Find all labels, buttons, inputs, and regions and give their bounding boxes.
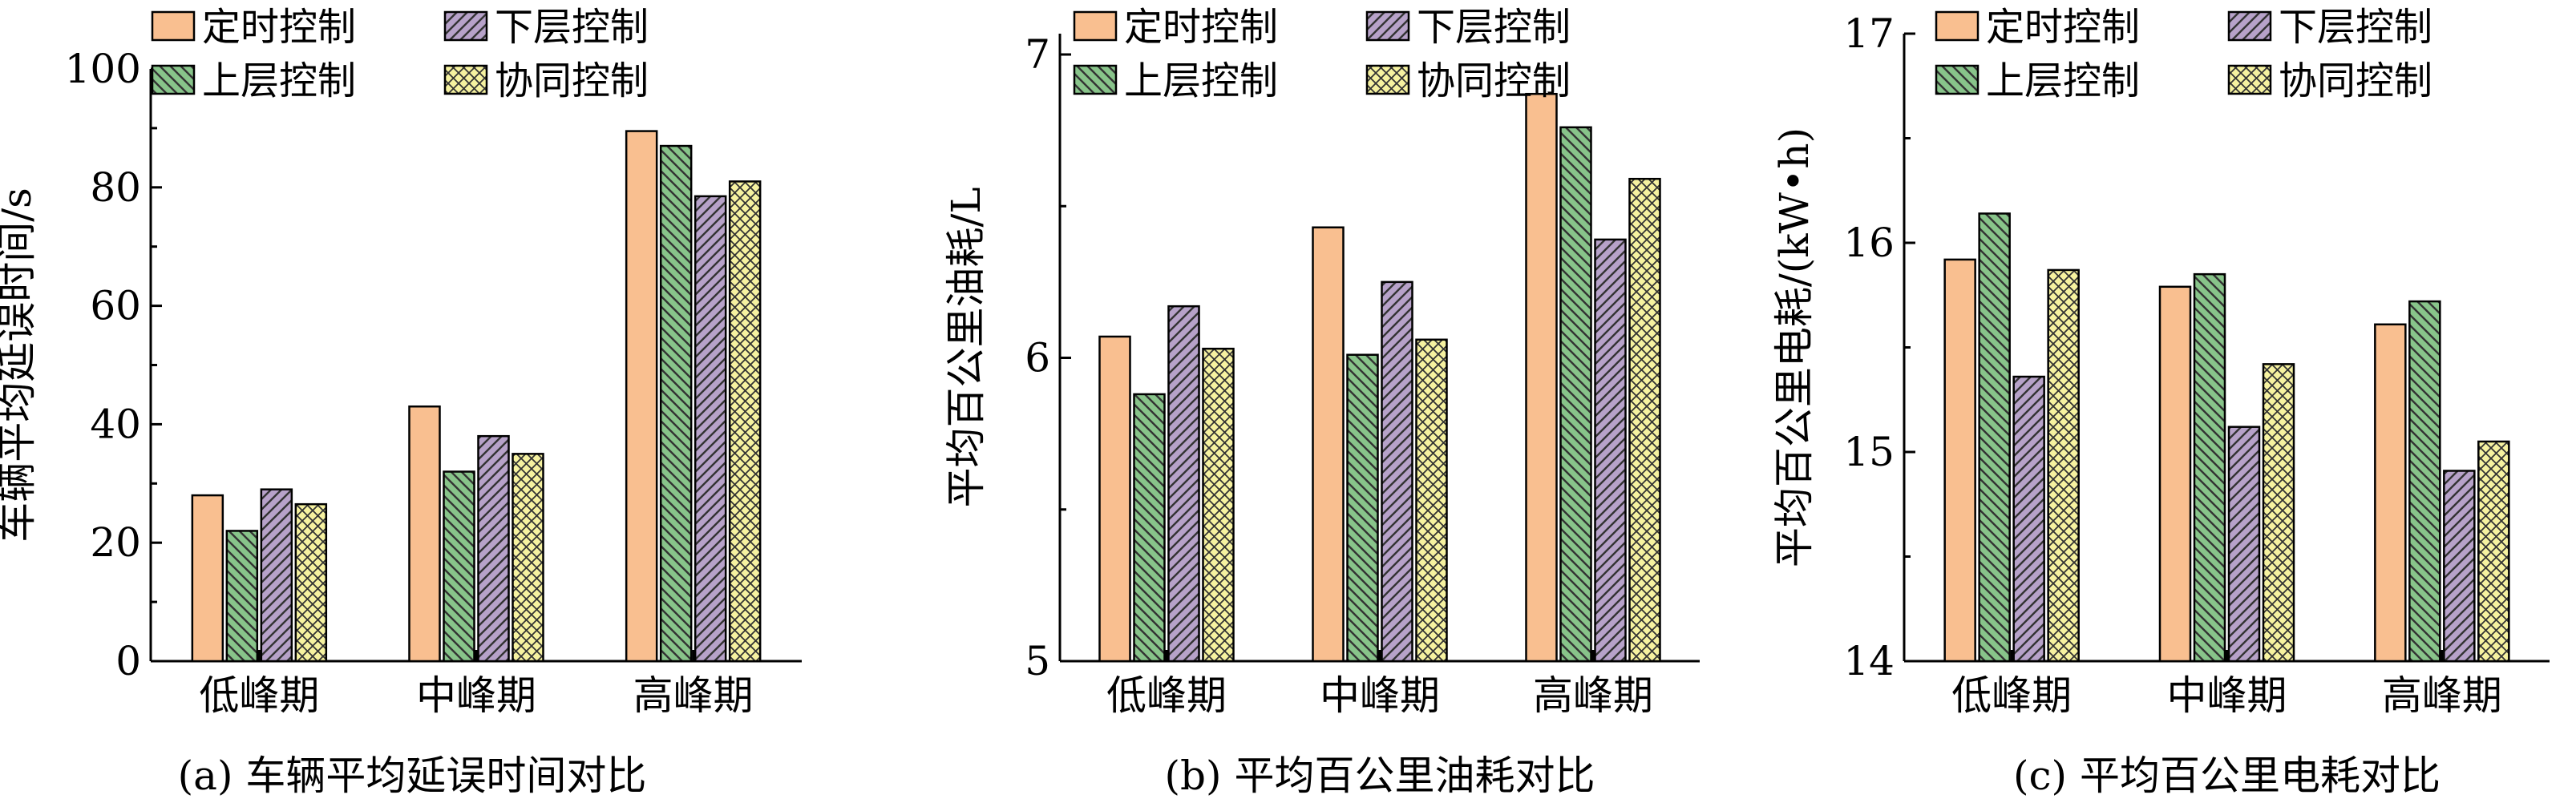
bar-定时控制-中峰期 [2158, 285, 2192, 663]
x-tick-label: 低峰期 [1951, 672, 2072, 719]
bar-定时控制-高峰期 [625, 130, 658, 663]
x-tick-label: 中峰期 [1320, 672, 1440, 719]
bar-上层控制-高峰期 [2408, 300, 2441, 663]
legend-swatch [151, 64, 196, 95]
bar-定时控制-高峰期 [2374, 323, 2407, 663]
y-tick-label: 0 [115, 638, 141, 684]
y-tick-label: 80 [90, 164, 141, 211]
bar-协同控制-低峰期 [294, 502, 328, 663]
chart-panel-2: 5 6 7 平均百公里油耗/L 低峰期 中峰期 高峰期 (b) 平均百公里油耗对比 定时控制 下层… [943, 5, 1700, 799]
bar-定时控制-高峰期 [1525, 92, 1558, 663]
legend-swatch [1935, 10, 1980, 42]
legend-label: 上层控制 [1124, 59, 1278, 103]
bar-定时控制-中峰期 [1312, 226, 1345, 663]
legend-swatch [151, 10, 196, 42]
bar-定时控制-中峰期 [408, 405, 441, 663]
x-tick-label: 中峰期 [416, 672, 536, 719]
legend-label: 上层控制 [202, 59, 356, 103]
y-tick-label: 5 [1025, 638, 1050, 684]
legend-label: 协同控制 [2279, 59, 2432, 103]
bar-定时控制-低峰期 [1098, 335, 1131, 663]
y-tick-label: 60 [90, 283, 141, 329]
bar-协同控制-中峰期 [512, 453, 544, 663]
x-tick-label: 高峰期 [2382, 672, 2502, 719]
bar-协同控制-高峰期 [728, 180, 762, 663]
y-axis-label: 平均百公里电耗/(kW•h) [1771, 127, 1818, 567]
y-tick-label: 14 [1843, 638, 1895, 684]
bar-下层控制-低峰期 [1167, 305, 1200, 663]
legend-label: 上层控制 [1986, 59, 2140, 103]
legend-swatch [443, 10, 488, 42]
y-tick-label: 6 [1025, 335, 1050, 381]
legend-label: 定时控制 [1124, 5, 1278, 50]
legend-label: 下层控制 [495, 5, 649, 50]
legend-swatch [1365, 10, 1410, 42]
y-tick-label: 7 [1025, 31, 1050, 78]
bar-上层控制-中峰期 [1346, 353, 1379, 663]
bar-协同控制-中峰期 [1415, 338, 1448, 663]
bar-下层控制-中峰期 [2227, 426, 2261, 663]
y-tick-label: 17 [1843, 10, 1895, 57]
bar-下层控制-低峰期 [2012, 375, 2045, 663]
legend-label: 定时控制 [202, 5, 356, 50]
bar-上层控制-低峰期 [1978, 212, 2011, 663]
bar-下层控制-高峰期 [694, 195, 727, 663]
legend-swatch [2227, 64, 2272, 95]
bar-下层控制-中峰期 [477, 434, 510, 663]
legend-label: 协同控制 [495, 59, 649, 103]
legend-label: 定时控制 [1986, 5, 2140, 50]
bar-上层控制-低峰期 [1133, 393, 1166, 663]
chart-panel-3: 14 15 16 17 平均百公里电耗/(kW•h) 低峰期 中峰期 高峰期 (c) 平均百公里… [1771, 5, 2550, 799]
x-tick-label: 低峰期 [1106, 672, 1227, 719]
legend-swatch [1073, 10, 1118, 42]
bar-协同控制-低峰期 [1202, 347, 1235, 663]
bar-定时控制-低峰期 [1943, 258, 1976, 663]
bar-上层控制-高峰期 [659, 144, 693, 663]
y-tick-label: 15 [1843, 429, 1895, 475]
x-tick-label: 中峰期 [2167, 672, 2287, 719]
legend-label: 下层控制 [2279, 5, 2432, 50]
bar-协同控制-高峰期 [1628, 177, 1661, 663]
y-tick-label: 40 [90, 401, 141, 447]
legend-swatch [1073, 64, 1118, 95]
y-tick-label: 20 [90, 519, 141, 566]
bar-上层控制-低峰期 [225, 530, 259, 663]
x-tick-label: 低峰期 [199, 672, 319, 719]
bar-下层控制-高峰期 [1594, 238, 1627, 663]
bar-上层控制-中峰期 [2193, 272, 2226, 663]
legend-swatch [2227, 10, 2272, 42]
chart-caption: (a) 车辆平均延误时间对比 [178, 753, 647, 799]
bar-下层控制-中峰期 [1381, 280, 1413, 663]
legend-label: 下层控制 [1417, 5, 1571, 50]
bar-定时控制-低峰期 [191, 494, 224, 663]
x-tick-label: 高峰期 [633, 672, 754, 719]
y-tick-label: 16 [1843, 220, 1895, 266]
legend-swatch [1935, 64, 1980, 95]
y-tick-label: 100 [65, 46, 141, 92]
legend-label: 协同控制 [1417, 59, 1571, 103]
legend-swatch [1365, 64, 1410, 95]
chart-panel-1: 0 20 40 60 80 100 车辆平均延误时间/s 低峰期 中峰期 高峰期 (a) 车辆平均延… [0, 5, 802, 799]
bar-协同控制-中峰期 [2262, 363, 2295, 663]
legend-swatch [443, 64, 488, 95]
y-axis-label: 车辆平均延误时间/s [0, 188, 40, 543]
bar-上层控制-高峰期 [1559, 126, 1592, 663]
x-tick-label: 高峰期 [1533, 672, 1653, 719]
bar-下层控制-低峰期 [260, 488, 293, 663]
chart-caption: (c) 平均百公里电耗对比 [2013, 753, 2441, 799]
chart-caption: (b) 平均百公里油耗对比 [1165, 753, 1595, 799]
bar-协同控制-高峰期 [2477, 440, 2510, 663]
bar-协同控制-低峰期 [2047, 268, 2080, 663]
bar-上层控制-中峰期 [443, 470, 475, 663]
y-axis-label: 平均百公里油耗/L [943, 187, 989, 507]
bar-下层控制-高峰期 [2443, 470, 2476, 663]
